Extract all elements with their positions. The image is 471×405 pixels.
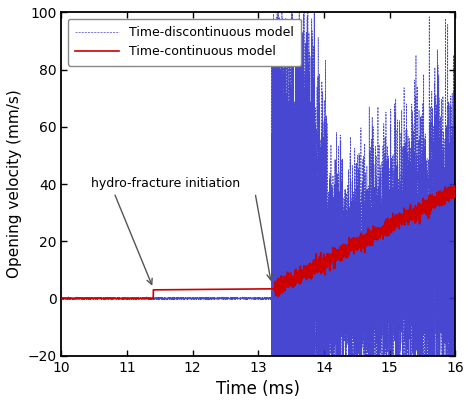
Time-discontinuous model <box>260 296 266 301</box>
Text: hydro-fracture initiation: hydro-fracture initiation <box>91 177 240 190</box>
Time-discontinuous model <box>452 196 458 200</box>
Time-continuous model <box>402 210 408 215</box>
Time-continuous model <box>452 188 458 192</box>
Time-discontinuous model <box>266 296 271 301</box>
Time-continuous model <box>127 296 132 301</box>
Time-discontinuous model <box>298 209 304 214</box>
Time-continuous model <box>104 296 109 301</box>
Y-axis label: Opening velocity (mm/s): Opening velocity (mm/s) <box>7 90 22 278</box>
Time-discontinuous model <box>161 296 166 301</box>
Time-discontinuous model <box>59 296 65 301</box>
Time-continuous model <box>445 193 450 198</box>
Line: Time-discontinuous model: Time-discontinuous model <box>62 10 455 361</box>
Time-discontinuous model <box>274 7 280 12</box>
Time-continuous model <box>210 287 215 292</box>
Time-discontinuous model <box>268 359 274 364</box>
Legend: Time-discontinuous model, Time-continuous model: Time-discontinuous model, Time-continuou… <box>68 19 301 66</box>
Time-continuous model <box>227 287 232 292</box>
Time-continuous model <box>59 296 65 301</box>
Time-continuous model <box>451 183 457 188</box>
Line: Time-continuous model: Time-continuous model <box>62 185 455 298</box>
Time-discontinuous model <box>80 296 85 301</box>
X-axis label: Time (ms): Time (ms) <box>216 380 300 398</box>
Time-discontinuous model <box>117 296 123 301</box>
